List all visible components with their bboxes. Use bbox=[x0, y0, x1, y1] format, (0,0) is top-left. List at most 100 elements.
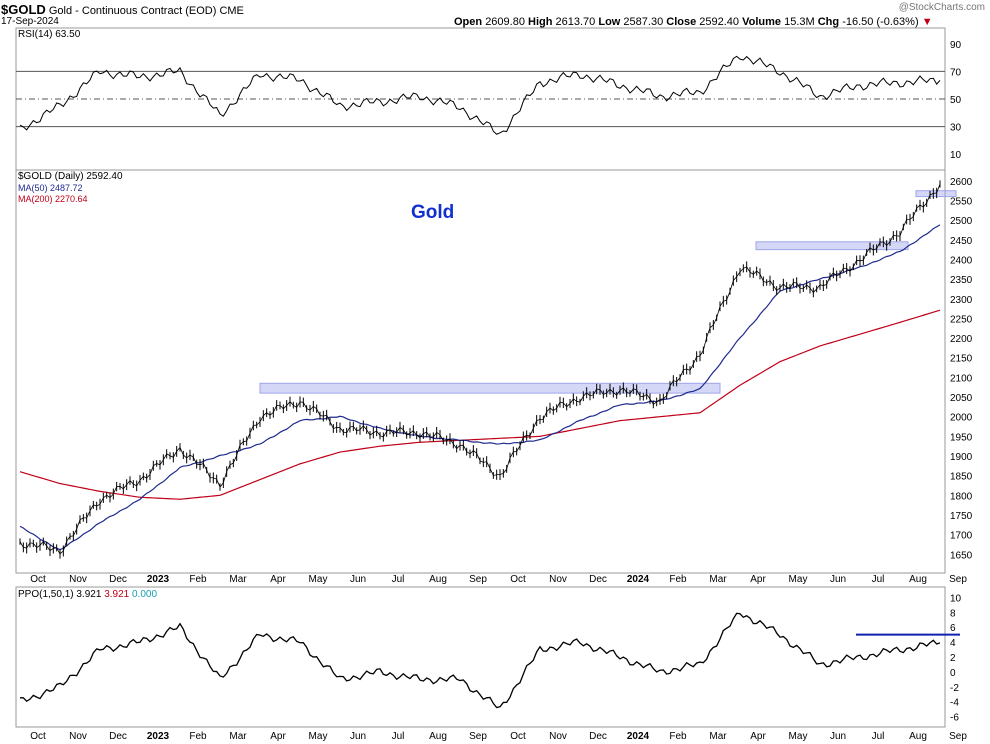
ma50-value: 2487.72 bbox=[50, 183, 83, 193]
x-tick-label-bottom: Nov bbox=[69, 731, 87, 742]
rsi-tick-label: 10 bbox=[950, 150, 962, 161]
x-axis: Oct Oct Nov Nov Dec Dec 2023 2023 Feb Feb Mar Mar Ap… bbox=[30, 574, 967, 742]
x-tick-label-bottom: Feb bbox=[669, 731, 687, 742]
price-tick-label: 2450 bbox=[950, 236, 973, 247]
price-line bbox=[19, 183, 941, 555]
x-tick-label-top: Mar bbox=[229, 574, 247, 585]
x-tick-label-top: May bbox=[309, 574, 328, 585]
ma200-label: MA(200) bbox=[18, 194, 53, 204]
x-tick-label-bottom: Sep bbox=[949, 731, 967, 742]
price-tick-label: 1700 bbox=[950, 531, 973, 542]
rsi-legend: RSI(14) 63.50 bbox=[18, 29, 80, 40]
rsi-line bbox=[19, 55, 941, 135]
x-tick-label-bottom: Apr bbox=[270, 731, 286, 742]
price-label: $GOLD (Daily) bbox=[18, 171, 84, 182]
rsi-tick-label: 90 bbox=[950, 40, 962, 51]
exchange: CME bbox=[219, 5, 244, 17]
close-value: 2592.40 bbox=[699, 16, 740, 28]
price-value: 2592.40 bbox=[86, 171, 123, 182]
ppo-v3: 0.000 bbox=[132, 589, 158, 600]
volume-value: 15.3M bbox=[784, 16, 815, 28]
price-tick-label: 1750 bbox=[950, 511, 973, 522]
ppo-line bbox=[19, 612, 941, 709]
x-tick-label-top: Sep bbox=[949, 574, 967, 585]
ppo-tick-label: 6 bbox=[950, 623, 956, 634]
price-tick-label: 1850 bbox=[950, 472, 973, 483]
high-value: 2613.70 bbox=[555, 16, 596, 28]
price-tick-label: 2600 bbox=[950, 177, 973, 188]
price-legend: $GOLD (Daily) 2592.40 bbox=[18, 171, 123, 182]
x-tick-label-bottom: Nov bbox=[549, 731, 567, 742]
price-tick-label: 1950 bbox=[950, 432, 973, 443]
low-value: 2587.30 bbox=[623, 16, 664, 28]
x-tick-label-bottom: May bbox=[789, 731, 808, 742]
price-tick-label: 2050 bbox=[950, 393, 973, 404]
x-tick-label-top: Sep bbox=[469, 574, 487, 585]
x-tick-label-top: 2024 bbox=[627, 574, 650, 585]
x-tick-label-top: Oct bbox=[510, 574, 526, 585]
x-tick-label-top: Jun bbox=[350, 574, 366, 585]
chg-label: Chg bbox=[817, 16, 840, 28]
x-tick-label-bottom: Jun bbox=[830, 731, 846, 742]
x-tick-label-bottom: Aug bbox=[429, 731, 447, 742]
chg-down-icon: ▼ bbox=[921, 16, 933, 28]
x-tick-label-top: Mar bbox=[709, 574, 727, 585]
ppo-label: PPO(1,50,1) bbox=[18, 589, 74, 600]
x-tick-label-top: Aug bbox=[909, 574, 927, 585]
watermark: @StockCharts.com bbox=[898, 2, 985, 13]
x-tick-label-bottom: 2023 bbox=[147, 731, 170, 742]
x-tick-label-bottom: Sep bbox=[469, 731, 487, 742]
x-tick-label-top: Jul bbox=[872, 574, 885, 585]
x-tick-label-top: May bbox=[789, 574, 808, 585]
x-tick-label-top: Nov bbox=[549, 574, 567, 585]
price-tick-label: 2550 bbox=[950, 197, 973, 208]
x-tick-label-bottom: 2024 bbox=[627, 731, 650, 742]
price-tick-label: 2100 bbox=[950, 373, 973, 384]
x-tick-label-top: Dec bbox=[109, 574, 127, 585]
x-tick-label-bottom: Feb bbox=[189, 731, 207, 742]
price-tick-label: 2150 bbox=[950, 354, 973, 365]
x-tick-label-bottom: Dec bbox=[109, 731, 127, 742]
x-tick-label-bottom: May bbox=[309, 731, 328, 742]
price-panel-frame bbox=[15, 169, 946, 574]
price-tick-label: 2000 bbox=[950, 413, 973, 424]
ppo-tick-label: -4 bbox=[950, 698, 959, 709]
x-tick-label-bottom: Mar bbox=[229, 731, 247, 742]
x-tick-label-top: Dec bbox=[589, 574, 607, 585]
price-tick-label: 1900 bbox=[950, 452, 973, 463]
price-tick-label: 2400 bbox=[950, 255, 973, 266]
price-tick-label: 1650 bbox=[950, 550, 973, 561]
x-tick-label-top: Apr bbox=[270, 574, 286, 585]
x-tick-label-top: Feb bbox=[669, 574, 687, 585]
chart-title: $GOLD Gold - Continuous Contract (EOD) C… bbox=[1, 2, 244, 17]
x-tick-label-top: Jun bbox=[830, 574, 846, 585]
rsi-value: 63.50 bbox=[55, 29, 81, 40]
rsi-tick-label: 30 bbox=[950, 123, 962, 134]
ppo-tick-label: 10 bbox=[950, 593, 962, 604]
x-tick-label-bottom: Jul bbox=[872, 731, 885, 742]
ppo-tick-label: 2 bbox=[950, 653, 956, 664]
rsi-label: RSI(14) bbox=[18, 29, 53, 40]
x-tick-label-bottom: Jun bbox=[350, 731, 366, 742]
ohlc-readout: Open 2609.80 High 2613.70 Low 2587.30 Cl… bbox=[454, 16, 933, 28]
x-tick-label-top: Apr bbox=[750, 574, 766, 585]
x-tick-label-bottom: Mar bbox=[709, 731, 727, 742]
ppo-tick-label: 4 bbox=[950, 638, 956, 649]
price-tick-label: 2300 bbox=[950, 295, 973, 306]
x-tick-label-top: Nov bbox=[69, 574, 87, 585]
rsi-panel: 90 70 50 30 10 bbox=[16, 40, 962, 161]
x-tick-label-top: Oct bbox=[30, 574, 46, 585]
ppo-v2: 3.921 bbox=[104, 589, 130, 600]
rsi-tick-label: 70 bbox=[950, 67, 962, 78]
symbol: $GOLD bbox=[1, 2, 46, 17]
x-tick-label-top: 2023 bbox=[147, 574, 170, 585]
x-tick-label-bottom: Jul bbox=[392, 731, 405, 742]
price-tick-label: 2350 bbox=[950, 275, 973, 286]
volume-label: Volume bbox=[742, 16, 782, 28]
ppo-tick-label: 0 bbox=[950, 668, 956, 679]
resistance-zone bbox=[755, 241, 909, 251]
price-tick-label: 2200 bbox=[950, 334, 973, 345]
ma50-label: MA(50) bbox=[18, 183, 48, 193]
x-tick-label-bottom: Oct bbox=[510, 731, 526, 742]
